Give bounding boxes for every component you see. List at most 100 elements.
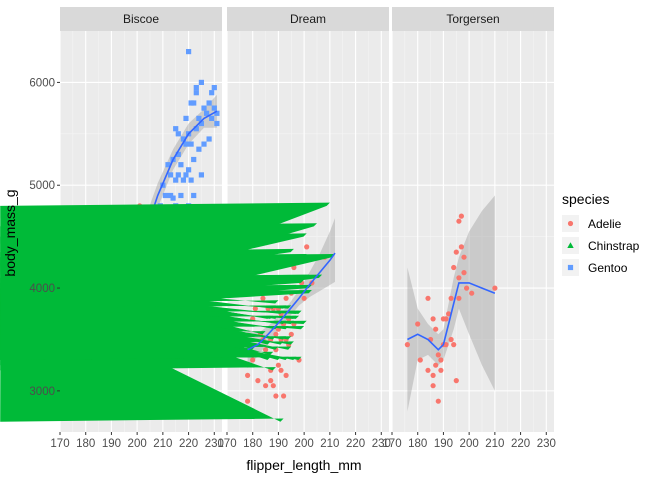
legend-item-chinstrap: Chinstrap (562, 237, 640, 254)
data-point-gentoo (175, 131, 181, 137)
data-point-gentoo (183, 115, 189, 121)
data-point-gentoo (198, 79, 204, 85)
data-point-adelie (456, 275, 462, 281)
data-point-adelie (443, 316, 449, 322)
data-point-gentoo (193, 126, 199, 132)
legend-key-gentoo (567, 264, 574, 271)
x-tick-label: 210 (153, 438, 172, 450)
data-point-gentoo (180, 177, 186, 183)
data-point-adelie (425, 295, 431, 301)
legend-title: species (562, 191, 609, 207)
data-point-gentoo (175, 151, 181, 157)
data-point-adelie (451, 342, 457, 348)
data-point-gentoo (173, 177, 179, 183)
smooth-trend-line (407, 282, 496, 351)
data-point-gentoo (165, 162, 171, 168)
data-point-adelie (443, 342, 449, 348)
data-point-gentoo (186, 49, 192, 55)
x-tick-label: 230 (372, 438, 391, 450)
data-point-adelie (281, 393, 287, 399)
data-point-gentoo (170, 195, 176, 201)
y-tick-label: 3000 (29, 386, 55, 398)
x-tick-label: 180 (243, 438, 262, 450)
data-point-adelie (461, 254, 467, 260)
x-tick-label: 190 (102, 438, 121, 450)
data-point-gentoo (191, 100, 197, 106)
data-point-adelie (453, 249, 459, 255)
x-tick-label: 210 (485, 438, 504, 450)
data-point-gentoo (178, 192, 184, 199)
facet-strip (392, 7, 554, 31)
x-tick-label: 230 (537, 438, 556, 450)
y-tick-label: 6000 (29, 77, 55, 89)
data-point-adelie (268, 378, 274, 384)
x-tick-label: 190 (434, 438, 453, 450)
y-tick-label: 5000 (29, 180, 55, 192)
data-point-gentoo (211, 85, 217, 91)
data-point-adelie (250, 357, 256, 363)
legend-key-chinstrap (567, 242, 574, 249)
data-point-adelie (263, 383, 269, 389)
data-point-adelie (415, 321, 421, 327)
data-point-gentoo (175, 172, 181, 178)
x-tick-label: 170 (382, 438, 401, 450)
data-point-adelie (456, 218, 462, 224)
x-tick-label: 190 (269, 438, 288, 450)
data-point-gentoo (214, 110, 220, 116)
facet-panel-dream: Dream (0, 7, 389, 432)
y-axis-title: body_mass_g (2, 189, 18, 276)
data-point-gentoo (188, 177, 194, 183)
data-point-adelie (288, 331, 294, 337)
data-point-chinstrap (0, 254, 335, 336)
data-point-adelie (245, 398, 251, 404)
data-point-adelie (275, 362, 281, 368)
data-point-adelie (453, 378, 459, 384)
data-point-gentoo (209, 90, 215, 96)
data-point-adelie (301, 295, 307, 301)
data-point-adelie (270, 383, 276, 389)
data-point-adelie (461, 270, 467, 276)
data-point-gentoo (193, 85, 199, 91)
facet-strip-label: Torgersen (446, 12, 499, 26)
data-point-adelie (446, 311, 452, 317)
legend: species Adelie Chinstrap Gentoo (562, 191, 640, 276)
data-point-gentoo (193, 90, 199, 96)
data-point-gentoo (201, 105, 207, 111)
x-axis-title: flipper_length_mm (246, 457, 361, 473)
data-point-adelie (448, 336, 454, 343)
x-tick-label: 220 (346, 438, 365, 450)
x-tick-label: 170 (50, 438, 69, 450)
data-point-gentoo (188, 141, 194, 147)
data-point-gentoo (180, 136, 186, 142)
x-tick-label: 220 (179, 438, 198, 450)
data-point-adelie (273, 393, 279, 399)
data-point-gentoo (201, 141, 207, 147)
legend-label: Chinstrap (588, 239, 640, 253)
data-point-adelie (458, 213, 464, 219)
x-tick-label: 210 (320, 438, 339, 450)
data-point-gentoo (196, 146, 202, 152)
data-point-gentoo (214, 120, 220, 127)
data-point-gentoo (168, 172, 174, 178)
legend-label: Adelie (588, 217, 622, 231)
facet-panel-torgersen: Torgersen (391, 7, 554, 432)
data-point-adelie (255, 378, 261, 384)
x-tick-label: 170 (217, 438, 236, 450)
data-point-gentoo (206, 136, 212, 142)
data-point-gentoo (162, 192, 168, 199)
x-tick-label: 200 (295, 438, 314, 450)
panel-background (392, 31, 554, 432)
data-point-adelie (252, 306, 258, 312)
data-point-adelie (458, 244, 464, 250)
data-point-gentoo (206, 100, 212, 106)
y-tick-label: 4000 (29, 283, 55, 295)
data-point-adelie (448, 295, 454, 301)
confidence-band (407, 195, 495, 412)
data-point-adelie (404, 342, 410, 348)
data-point-adelie (430, 316, 436, 322)
data-point-gentoo (191, 192, 197, 199)
data-point-adelie (433, 326, 439, 332)
data-point-adelie (260, 295, 266, 301)
x-tick-label: 180 (408, 438, 427, 450)
data-point-adelie (451, 264, 457, 271)
